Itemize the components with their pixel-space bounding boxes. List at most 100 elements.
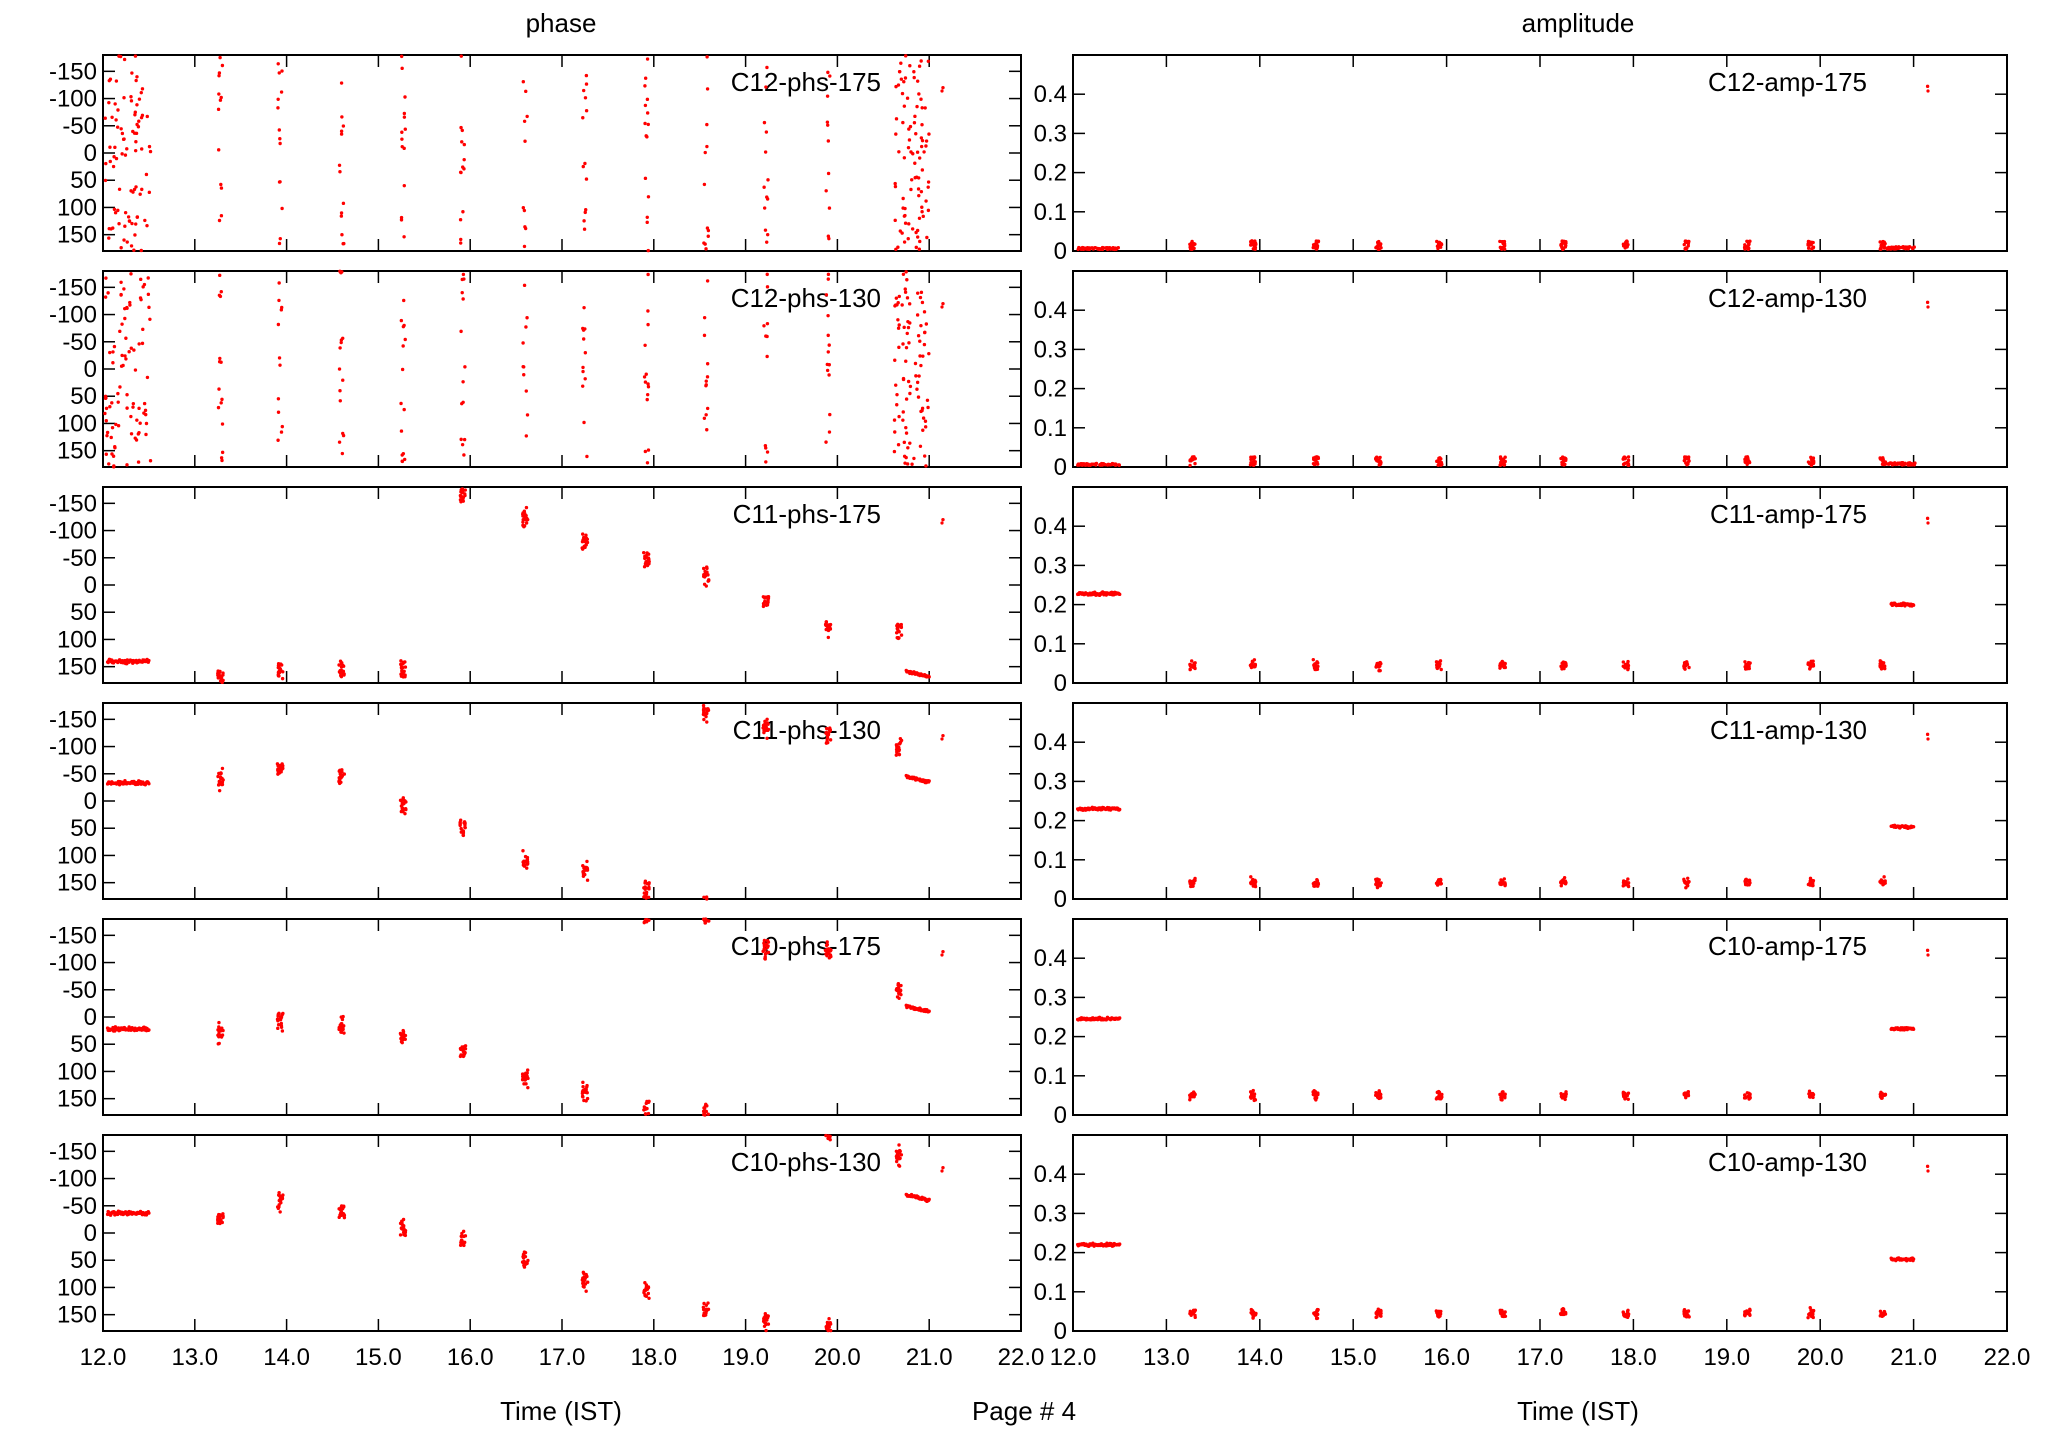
x-tick-label: 16.0 <box>1423 1344 1470 1371</box>
data-point <box>706 1301 710 1305</box>
data-point <box>912 121 917 125</box>
x-tick-label: 17.0 <box>539 1344 586 1371</box>
data-point <box>1249 875 1253 879</box>
y-tick-label: 0 <box>84 356 97 383</box>
data-point <box>278 136 282 141</box>
data-point <box>1562 875 1567 880</box>
data-point <box>900 303 904 307</box>
data-point <box>1810 1309 1815 1314</box>
data-point <box>643 84 647 88</box>
y-tick-label: 50 <box>70 599 97 626</box>
data-point <box>1316 1307 1320 1312</box>
panel-c11-amp-130: 0 0.1 0.2 0.3 0.4 C11-amp-130 <box>1034 702 2008 913</box>
data-point <box>280 206 284 211</box>
data-point <box>826 740 830 745</box>
data-point <box>521 341 525 345</box>
data-point <box>1498 664 1502 668</box>
data-point <box>1251 1316 1255 1320</box>
data-point <box>130 71 134 75</box>
data-point <box>218 55 222 60</box>
data-point <box>1189 659 1194 663</box>
x-tick-label: 17.0 <box>1517 1344 1564 1371</box>
y-tick-label: -100 <box>49 734 97 761</box>
data-point <box>112 464 116 468</box>
data-point <box>705 362 710 366</box>
data-point <box>122 96 126 100</box>
data-point <box>893 358 897 362</box>
data-point <box>1687 879 1691 884</box>
data-point <box>583 351 588 355</box>
data-point <box>522 509 527 513</box>
data-point <box>702 582 707 586</box>
data-point <box>110 425 115 430</box>
data-point <box>826 70 830 75</box>
data-point <box>220 63 225 68</box>
data-point <box>1809 1092 1813 1096</box>
data-point <box>342 241 346 246</box>
data-point <box>765 736 769 740</box>
data-point <box>278 236 282 241</box>
data-point <box>1742 1096 1747 1100</box>
data-point <box>1626 884 1630 888</box>
data-point <box>916 333 921 338</box>
data-point <box>826 1136 830 1141</box>
data-points <box>1076 300 1930 468</box>
data-point <box>137 119 141 123</box>
data-point <box>337 1215 341 1220</box>
data-point <box>339 1025 343 1030</box>
y-tick-label: 0 <box>84 140 97 167</box>
data-point <box>403 1033 408 1038</box>
data-point <box>217 1031 221 1036</box>
x-tick-label: 13.0 <box>1143 1344 1190 1371</box>
y-tick-label: 100 <box>57 626 97 653</box>
data-point <box>1378 660 1382 665</box>
data-point <box>1188 463 1192 468</box>
data-point <box>704 247 708 251</box>
y-tick-label: -50 <box>62 761 97 788</box>
data-point <box>919 363 923 368</box>
data-point <box>103 178 108 183</box>
data-point <box>1808 665 1812 670</box>
data-point <box>828 1328 833 1333</box>
data-point <box>904 397 909 401</box>
data-point <box>400 669 404 673</box>
data-point <box>581 384 585 388</box>
data-point <box>133 113 137 117</box>
data-point <box>1811 883 1815 888</box>
data-point <box>1560 667 1564 671</box>
data-point <box>1189 242 1194 246</box>
data-point <box>1378 1096 1382 1100</box>
data-point <box>462 820 467 825</box>
data-point <box>461 210 465 214</box>
y-tick-label: -100 <box>49 518 97 545</box>
data-point <box>926 208 931 213</box>
data-point <box>219 456 224 460</box>
data-point <box>1897 461 1901 466</box>
data-point <box>1374 455 1379 460</box>
data-point <box>130 221 134 226</box>
data-point <box>125 463 129 467</box>
data-point <box>1687 665 1691 670</box>
data-point <box>134 78 138 83</box>
data-point <box>702 1301 706 1306</box>
data-point <box>896 326 901 330</box>
data-point <box>129 99 134 103</box>
data-point <box>705 279 710 283</box>
data-point <box>217 1020 221 1025</box>
data-point <box>1191 1311 1195 1315</box>
data-point <box>144 432 148 437</box>
data-point <box>922 310 927 314</box>
data-point <box>702 182 707 187</box>
data-point <box>103 116 107 120</box>
data-point <box>1502 1093 1507 1098</box>
data-point <box>705 144 709 149</box>
data-point <box>1625 460 1629 465</box>
data-point <box>1314 460 1318 465</box>
data-point <box>1913 461 1917 465</box>
y-tick-label: 0.2 <box>1034 376 1067 403</box>
data-point <box>644 896 648 900</box>
data-point <box>764 85 768 89</box>
data-point <box>520 1072 525 1076</box>
